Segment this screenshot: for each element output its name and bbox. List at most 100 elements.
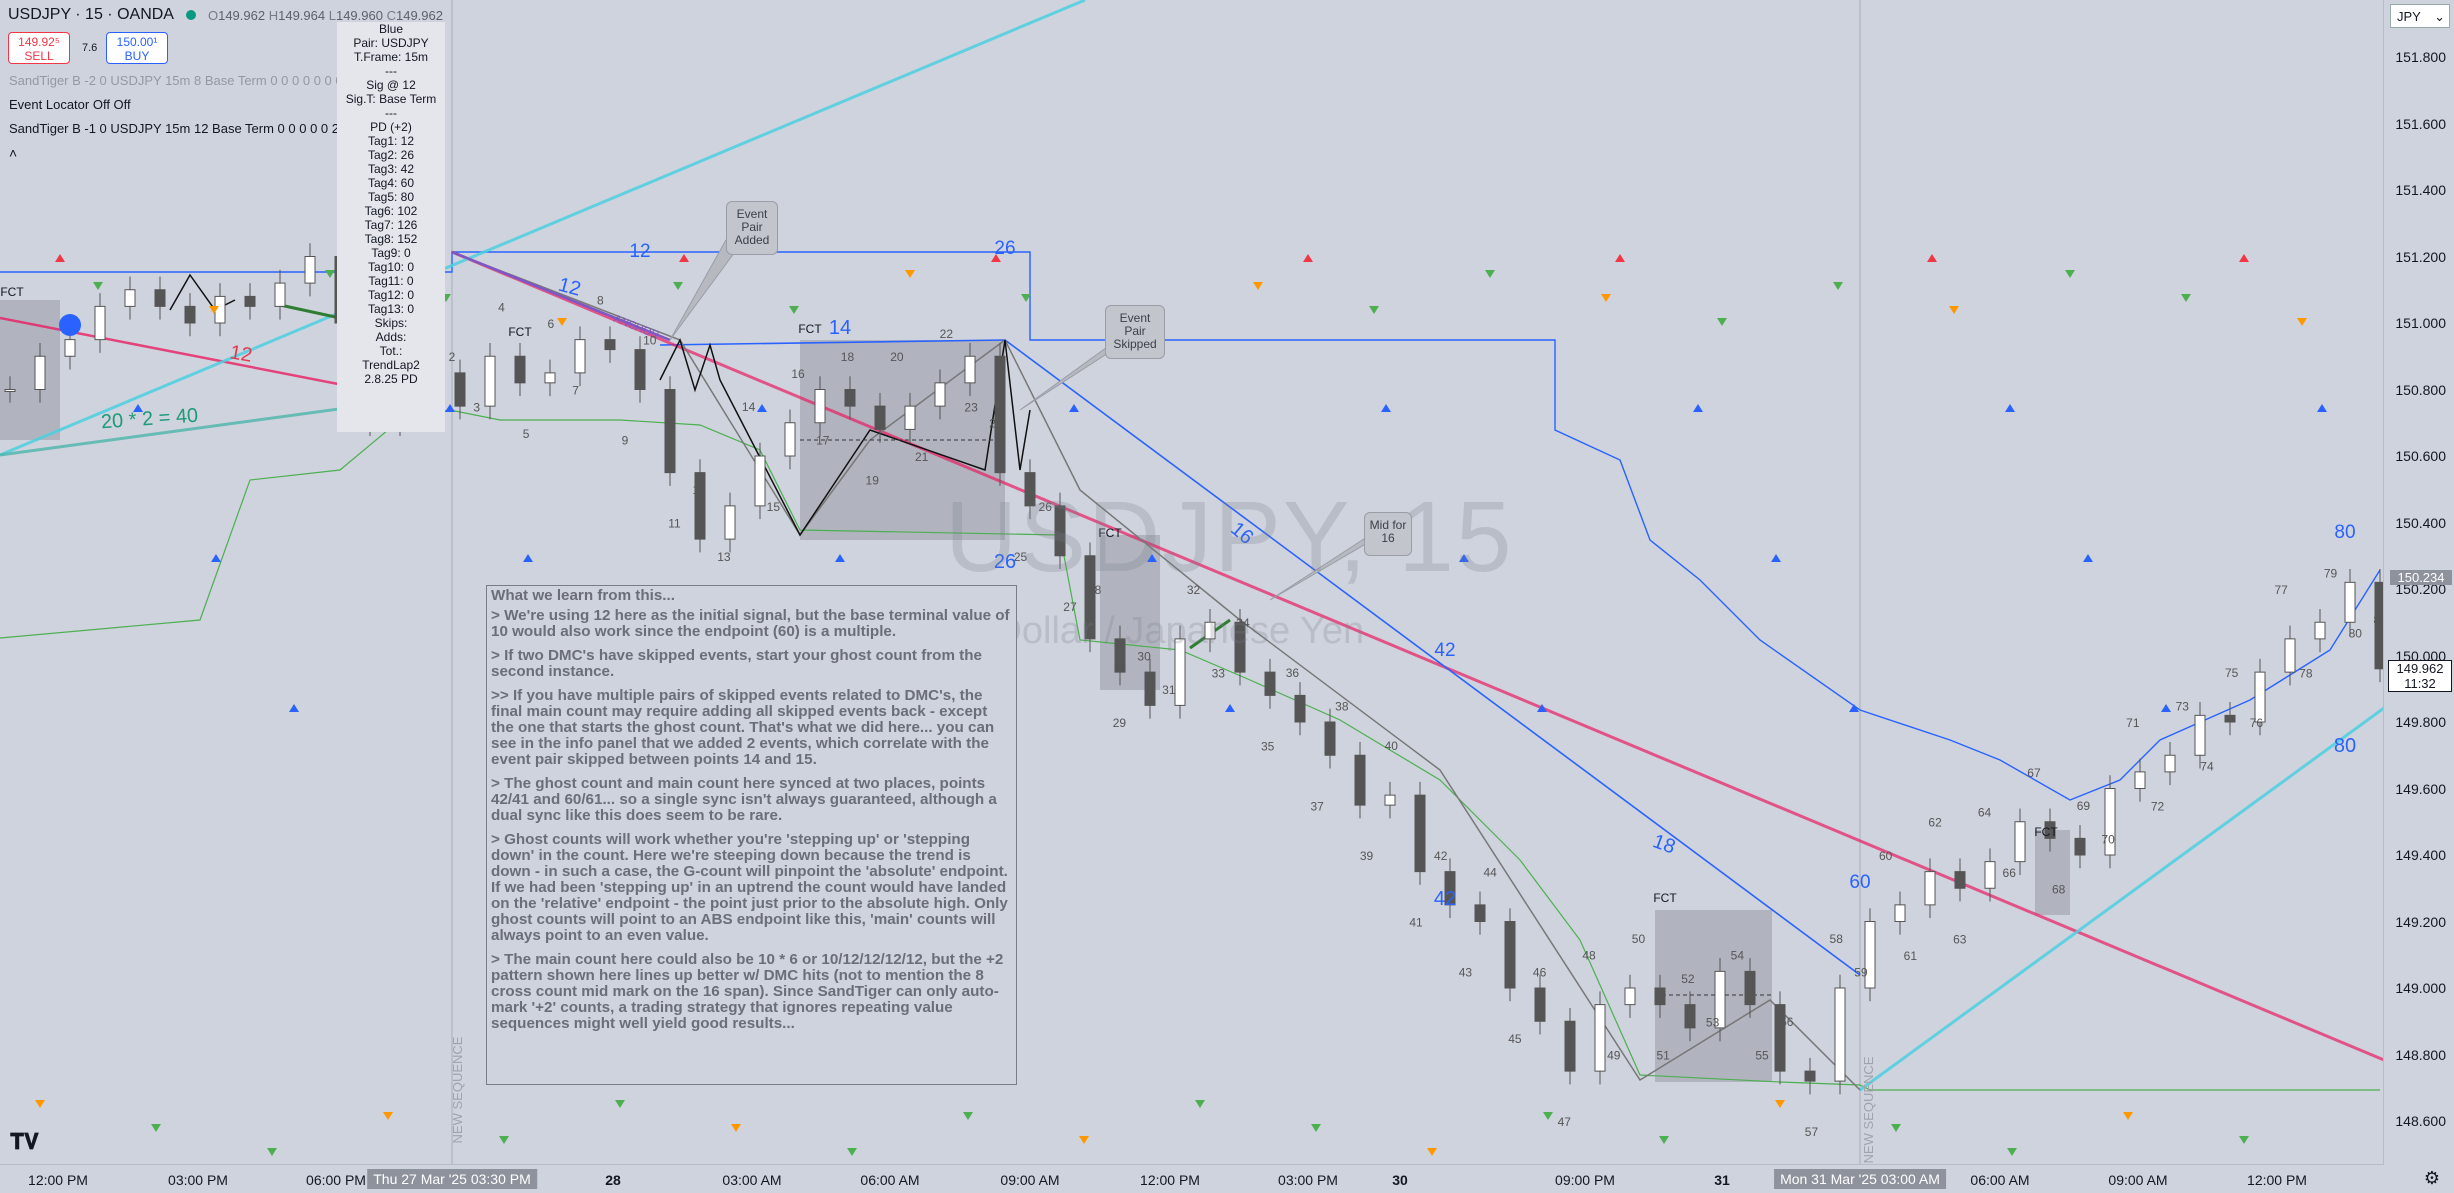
candle-body <box>994 355 1006 474</box>
candle-body <box>1324 721 1336 756</box>
notes-para-2: > If two DMC's have skipped events, star… <box>491 647 987 680</box>
indicator-event-locator[interactable]: Event Locator Off Off <box>9 97 131 112</box>
count-label: 31 <box>1162 683 1176 697</box>
signal-triangle <box>325 270 335 278</box>
signal-triangle <box>615 1100 625 1108</box>
candle-body <box>2014 821 2026 863</box>
count-label: 64 <box>1978 806 1992 820</box>
candle-body <box>934 382 946 407</box>
price-tick: 148.600 <box>2395 1113 2446 1129</box>
candle-body <box>2134 771 2146 789</box>
signal-triangle <box>1615 254 1625 262</box>
count-label: 63 <box>1953 932 1967 946</box>
candle-body <box>1774 1004 1786 1072</box>
count-label: 79 <box>2324 566 2338 580</box>
signal-triangle <box>2239 254 2249 262</box>
currency-select[interactable]: JPY ⌄ <box>2390 4 2450 28</box>
count-label: 56 <box>1780 1015 1794 1029</box>
spread-value: 7.6 <box>82 42 98 54</box>
sell-button[interactable]: 149.92⁵ SELL <box>8 32 70 64</box>
count-label: 47 <box>1558 1115 1572 1129</box>
count-label: 51 <box>1656 1049 1670 1063</box>
candle-body <box>1234 621 1246 673</box>
cyan-trendline <box>1859 706 2385 1092</box>
info-line: Tag7: 126 <box>364 218 418 232</box>
count-label: 39 <box>1360 849 1374 863</box>
count-marks: 2345678910111213141516171819202122232425… <box>0 238 2387 1163</box>
count-label: 59 <box>1854 966 1868 980</box>
signal-triangle <box>1147 554 1157 562</box>
ohlc-readout: O149.962 H149.964 L149.960 C149.962 <box>207 7 443 23</box>
time-tick: 06:00 AM <box>1970 1172 2030 1188</box>
signal-triangle <box>1459 554 1469 562</box>
info-line: 2.8.25 PD <box>364 372 418 386</box>
count-label: 66 <box>2003 866 2017 880</box>
signal-triangle <box>557 318 567 326</box>
fct-label: FCT <box>508 325 532 339</box>
buy-button[interactable]: 150.00¹ BUY <box>106 32 168 64</box>
notes-para-4: > The ghost count and main count here sy… <box>491 775 1002 824</box>
candle-body <box>274 282 286 307</box>
indicator-sandtiger-2[interactable]: SandTiger B -1 0 USDJPY 15m 12 Base Term… <box>9 121 350 136</box>
info-line: Tag11: 0 <box>368 274 414 288</box>
price-tick: 151.200 <box>2395 248 2446 265</box>
blue-span-line <box>659 339 1006 346</box>
new-sequence-label: NEW SEQUENCE <box>450 1036 465 1143</box>
fct-zones <box>0 300 2070 1082</box>
candle-body <box>2194 714 2206 756</box>
cyan-trendline <box>0 0 1086 457</box>
candle-body <box>904 405 916 430</box>
count-label: 5 <box>523 427 530 441</box>
buy-label: BUY <box>124 49 150 63</box>
count-label: 73 <box>2176 699 2190 713</box>
count-label: 13 <box>717 550 731 564</box>
info-line: PD (+2) <box>370 120 412 134</box>
fct-label: FCT <box>0 285 24 299</box>
candle-body <box>2254 671 2266 723</box>
candle-body <box>2074 837 2086 856</box>
price-tick: 150.400 <box>2395 514 2446 531</box>
candle-body <box>1114 638 1126 673</box>
signal-triangle <box>847 1148 857 1156</box>
signal-triangle <box>991 254 1001 262</box>
signal-triangle <box>499 1136 509 1144</box>
info-line: Tag9: 0 <box>371 246 411 260</box>
signal-triangle <box>289 704 299 712</box>
count-label: 9 <box>622 434 629 448</box>
tradingview-logo[interactable]: 𝐓𝐕 <box>10 1129 39 1154</box>
main-count-label: 12 <box>629 241 650 262</box>
time-scale[interactable]: 12:00 PM 03:00 PM 06:00 PM Thu 27 Mar '25 0… <box>0 1164 2384 1193</box>
count-label: 68 <box>2052 882 2066 896</box>
signal-triangle <box>1717 318 1727 326</box>
indicator-sandtiger-1[interactable]: SandTiger B -2 0 USDJPY 15m 8 Base Term … <box>9 73 343 88</box>
signal-triangle <box>383 1112 393 1120</box>
info-line: Tag12: 0 <box>367 288 415 302</box>
count-label: 36 <box>1286 666 1300 680</box>
candle-body <box>1474 904 1486 922</box>
count-label: 55 <box>1755 1049 1769 1063</box>
collapse-chevron-icon[interactable]: ˄ <box>9 145 18 161</box>
gear-icon[interactable]: ⚙ <box>2423 1168 2440 1188</box>
notes-para-5: > Ghost counts will work whether you're … <box>491 831 1013 944</box>
count-label: 49 <box>1607 1049 1621 1063</box>
candle-body <box>1024 472 1036 507</box>
price-scale[interactable]: JPY ⌄ 151.800 151.600 151.400 151.200 151.00… <box>2383 0 2454 1165</box>
price-tick: 150.000 <box>2395 647 2446 664</box>
signal-triangle <box>1833 282 1843 290</box>
price-tick: 148.800 <box>2395 1046 2446 1063</box>
signal-triangle <box>523 554 533 562</box>
main-count-label: 80 <box>2334 522 2355 543</box>
close-value: 149.962 <box>395 7 443 23</box>
count-label: 27 <box>1063 600 1077 614</box>
count-label: 19 <box>866 473 880 487</box>
symbol-title[interactable]: USDJPY · 15 · OANDA <box>8 6 174 23</box>
price-tick: 150.200 <box>2395 581 2446 597</box>
notes-para-3: >> If you have multiple pairs of skipped… <box>491 687 999 768</box>
time-tick: 28 <box>605 1172 621 1188</box>
low-value: 149.960 <box>335 7 383 23</box>
count-label: 23 <box>964 400 978 414</box>
signal-triangle <box>1543 1112 1553 1120</box>
price-tick: 151.800 <box>2395 49 2446 65</box>
green-segment <box>279 303 341 320</box>
